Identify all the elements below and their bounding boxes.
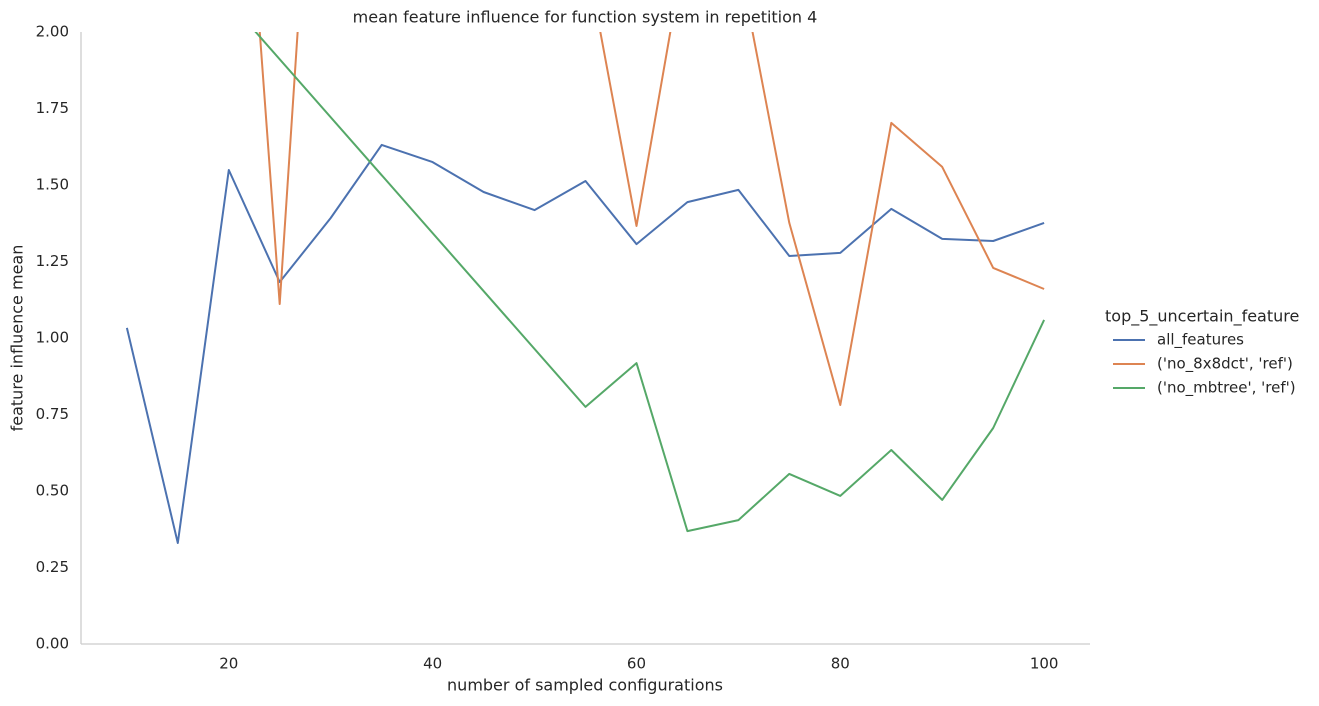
x-tick-label: 80	[831, 655, 850, 673]
legend-label: ('no_mbtree', 'ref')	[1157, 379, 1296, 398]
x-tick-label: 100	[1030, 655, 1059, 673]
x-axis-label: number of sampled configurations	[447, 676, 723, 695]
plot-area	[125, 32, 1046, 544]
y-tick-label: 1.75	[36, 99, 69, 117]
y-tick-label: 0.50	[36, 482, 69, 500]
series-line	[258, 32, 1045, 406]
legend-label: ('no_8x8dct', 'ref')	[1157, 355, 1293, 374]
series-line	[125, 143, 1045, 544]
x-tick-label: 40	[423, 655, 442, 673]
y-tick-label: 2.00	[36, 23, 69, 41]
chart-title: mean feature influence for function syst…	[353, 8, 818, 27]
y-tick-label: 1.00	[36, 329, 69, 347]
legend-label: all_features	[1157, 331, 1244, 350]
y-tick-label: 1.25	[36, 252, 69, 270]
y-tick-label: 1.50	[36, 176, 69, 194]
y-axis-label: feature influence mean	[8, 245, 27, 432]
x-tick-label: 20	[219, 655, 238, 673]
y-tick-label: 0.25	[36, 558, 69, 576]
series-line	[254, 32, 1046, 533]
y-tick-label: 0.75	[36, 405, 69, 423]
y-tick-label: 0.00	[36, 635, 69, 653]
x-tick-label: 60	[627, 655, 646, 673]
legend-title: top_5_uncertain_feature	[1105, 307, 1299, 327]
